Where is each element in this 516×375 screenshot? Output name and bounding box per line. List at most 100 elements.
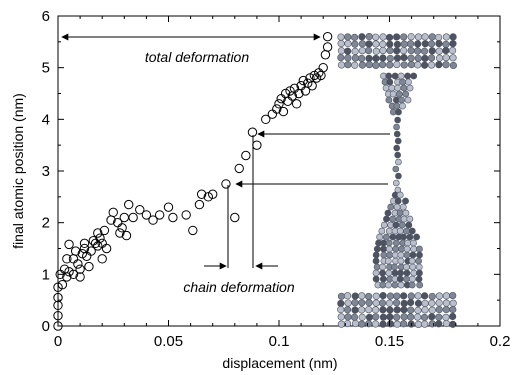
atom: [343, 292, 352, 300]
data-point: [230, 212, 240, 223]
atom: [396, 191, 404, 199]
atom: [379, 33, 387, 41]
atom: [382, 233, 390, 241]
atom: [449, 54, 457, 62]
data-point: [53, 300, 63, 311]
atom: [404, 239, 412, 247]
atom: [407, 292, 415, 300]
atom: [365, 61, 373, 69]
atom: [365, 32, 373, 41]
atom: [378, 299, 387, 307]
data-point: [168, 212, 178, 223]
atom: [407, 54, 415, 62]
atom: [410, 245, 418, 253]
atom: [410, 269, 418, 277]
atom: [351, 54, 360, 62]
y-tick-label: 2: [42, 215, 50, 232]
atom: [402, 209, 410, 217]
atom: [442, 46, 450, 55]
atom: [396, 227, 404, 235]
data-point: [274, 99, 284, 109]
atom: [365, 292, 373, 301]
atom: [394, 197, 402, 205]
atom: [365, 54, 373, 63]
atom: [414, 306, 422, 314]
atom: [351, 306, 359, 314]
atom: [404, 96, 412, 104]
atom: [400, 306, 408, 314]
atom: [386, 251, 394, 259]
data-point: [128, 212, 138, 223]
atom: [442, 33, 450, 41]
atom: [379, 292, 387, 300]
atom: [421, 292, 429, 300]
data-point: [95, 233, 105, 243]
data-point: [196, 189, 207, 199]
atom: [365, 299, 373, 307]
atom: [399, 78, 407, 86]
atom: [428, 313, 436, 321]
atom: [386, 292, 395, 300]
atom: [364, 46, 373, 55]
atom: [385, 299, 394, 307]
atom: [428, 33, 436, 41]
atom: [378, 61, 387, 69]
atom: [372, 40, 380, 48]
data-point: [64, 267, 74, 277]
atom: [428, 306, 436, 314]
y-tick-label: 5: [42, 60, 50, 77]
atom: [403, 275, 410, 283]
atom: [391, 269, 399, 277]
x-tick-label: 0.05: [154, 333, 183, 350]
atom: [449, 320, 457, 328]
atom: [410, 239, 417, 247]
atom: [393, 54, 402, 62]
atom: [358, 320, 366, 328]
data-point: [119, 212, 130, 223]
atom: [400, 33, 408, 41]
data-point: [322, 42, 333, 52]
atom: [397, 281, 405, 289]
data-point: [73, 259, 83, 269]
atom: [393, 313, 401, 321]
atom: [400, 47, 408, 55]
y-tick-label: 6: [42, 8, 50, 25]
data-point: [93, 228, 103, 238]
atom: [380, 245, 387, 253]
y-tick-label: 1: [42, 266, 50, 283]
atom: [449, 291, 457, 300]
data-point: [53, 282, 63, 292]
data-point: [84, 261, 94, 272]
x-tick-label: 0: [54, 333, 62, 350]
data-point: [298, 75, 309, 86]
data-point: [194, 199, 205, 210]
atom: [392, 221, 400, 229]
atom: [413, 313, 422, 321]
atom: [407, 298, 415, 307]
atom: [337, 306, 345, 314]
atom: [385, 281, 392, 289]
atom: [386, 78, 394, 86]
data-point: [99, 225, 110, 236]
data-point: [86, 246, 96, 256]
atom: [379, 313, 388, 321]
data-point: [272, 104, 282, 114]
atom: [337, 61, 346, 69]
atom: [448, 46, 457, 55]
atom: [337, 40, 345, 48]
atom: [421, 40, 429, 48]
atom: [379, 306, 387, 314]
atom: [414, 47, 422, 55]
atom: [357, 306, 366, 314]
atom: [393, 306, 401, 314]
atom: [442, 292, 450, 300]
atom: [402, 90, 410, 98]
atom: [394, 137, 402, 145]
atom: [408, 281, 416, 289]
atom: [386, 320, 395, 328]
atom: [400, 215, 408, 223]
data-point: [311, 73, 322, 83]
atom: [400, 61, 408, 69]
atom: [416, 251, 423, 259]
